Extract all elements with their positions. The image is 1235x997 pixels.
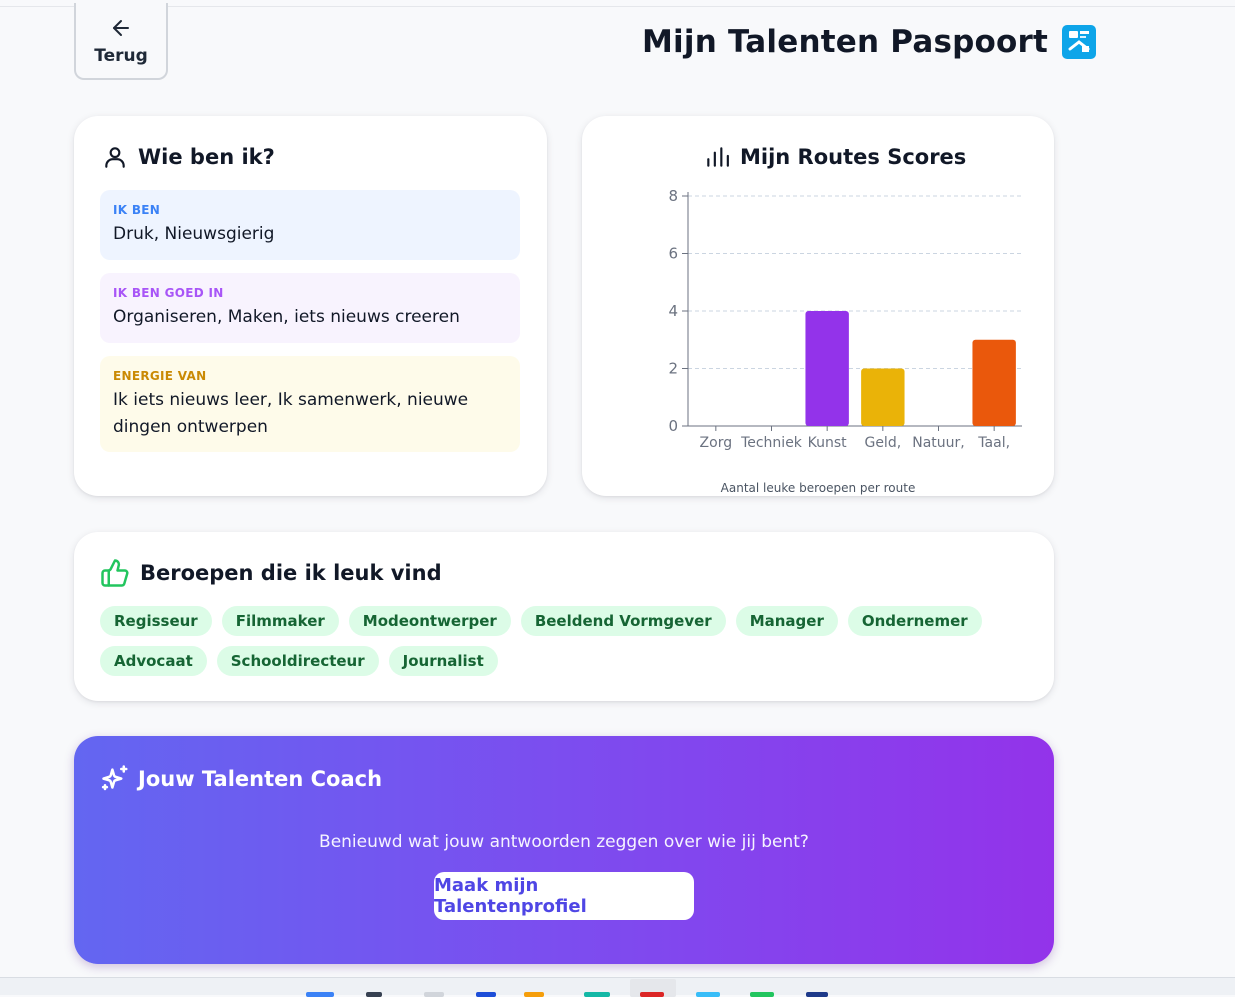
job-pill: Filmmaker: [221, 606, 339, 636]
bar-chart-icon: [707, 147, 729, 167]
bar-kunst: [805, 311, 849, 426]
y-tick-label: 6: [668, 245, 678, 263]
job-pill: Regisseur: [100, 606, 212, 636]
page-title: Mijn Talenten Paspoort: [642, 24, 1049, 60]
back-button-label: Terug: [94, 45, 148, 66]
job-pill: Manager: [735, 606, 838, 636]
who-am-i-title: Wie ben ik?: [138, 145, 275, 169]
y-tick-label: 2: [668, 360, 678, 378]
chart-caption: Aantal leuke beroepen per route: [721, 481, 916, 495]
route-scores-card: 0 2 4 6 8 Zorg Techniek Kunst Geld, Natuur, Taal, A…: [582, 116, 1054, 496]
bar-geld: [861, 368, 905, 426]
job-pill: Journalist: [388, 646, 498, 676]
os-taskbar: [0, 977, 1235, 997]
trait-tag: IK BEN: [113, 203, 161, 217]
make-talent-profile-button[interactable]: Maak mijn Talentenprofiel: [434, 872, 694, 920]
y-tick-label: 8: [668, 187, 678, 205]
passport-icon: [1062, 25, 1097, 59]
job-pill: Schooldirecteur: [216, 646, 379, 676]
y-tick-label: 4: [668, 302, 678, 320]
page-header: Mijn Talenten Paspoort: [642, 20, 1097, 64]
trait-box-energie: ENERGIE VAN Ik iets nieuws leer, Ik same…: [100, 356, 520, 452]
trait-box-ik-ben: IK BEN Druk, Nieuwsgierig: [100, 190, 520, 260]
thumbs-up-icon: [101, 559, 129, 587]
x-tick-label: Natuur,: [912, 435, 965, 451]
trait-tag: IK BEN GOED IN: [113, 286, 224, 300]
x-tick-label: Taal,: [977, 435, 1010, 451]
route-scores-header: Mijn Routes Scores: [704, 144, 966, 170]
talent-coach-card: Jouw Talenten Coach Benieuwd wat jouw an…: [74, 736, 1054, 964]
x-tick-label: Techniek: [740, 435, 803, 451]
user-icon: [105, 147, 125, 168]
top-divider: [0, 6, 1235, 7]
talent-coach-header: Jouw Talenten Coach: [100, 764, 382, 794]
talent-coach-text: Benieuwd wat jouw antwoorden zeggen over…: [319, 832, 809, 852]
job-pill: Modeontwerper: [348, 606, 511, 636]
favorite-jobs-title: Beroepen die ik leuk vind: [140, 561, 442, 585]
who-am-i-card: Wie ben ik? IK BEN Druk, Nieuwsgierig IK…: [74, 116, 547, 496]
who-am-i-header: Wie ben ik?: [102, 144, 275, 170]
job-pill-list: Regisseur Filmmaker Modeontwerper Beelde…: [100, 606, 1000, 676]
x-tick-label: Kunst: [808, 435, 848, 451]
job-pill: Beeldend Vormgever: [520, 606, 726, 636]
trait-box-goed-in: IK BEN GOED IN Organiseren, Maken, iets …: [100, 273, 520, 343]
arrow-left-icon: [113, 19, 129, 36]
talent-coach-title: Jouw Talenten Coach: [138, 767, 383, 791]
back-button[interactable]: Terug: [74, 3, 168, 80]
bar-taal: [972, 339, 1016, 426]
x-tick-label: Geld,: [864, 435, 901, 451]
x-tick-label: Zorg: [700, 435, 733, 451]
job-pill: Advocaat: [100, 646, 207, 676]
trait-tag: ENERGIE VAN: [113, 369, 207, 383]
trait-value: Druk, Nieuwsgierig: [113, 224, 275, 244]
route-scores-title: Mijn Routes Scores: [740, 145, 967, 169]
trait-value: Organiseren, Maken, iets nieuws creeren: [113, 307, 460, 327]
favorite-jobs-card: Beroepen die ik leuk vind Regisseur Film…: [74, 532, 1054, 701]
sparkles-icon: [101, 765, 128, 791]
job-pill: Ondernemer: [847, 606, 982, 636]
y-tick-label: 0: [668, 417, 678, 435]
route-scores-chart: 0 2 4 6 8 Zorg Techniek Kunst Geld, Natuur, Taal, A…: [668, 187, 1022, 495]
favorite-jobs-header: Beroepen die ik leuk vind: [100, 558, 442, 588]
trait-value: Ik iets nieuws leer, Ik samenwerk, nieuw…: [113, 390, 469, 437]
